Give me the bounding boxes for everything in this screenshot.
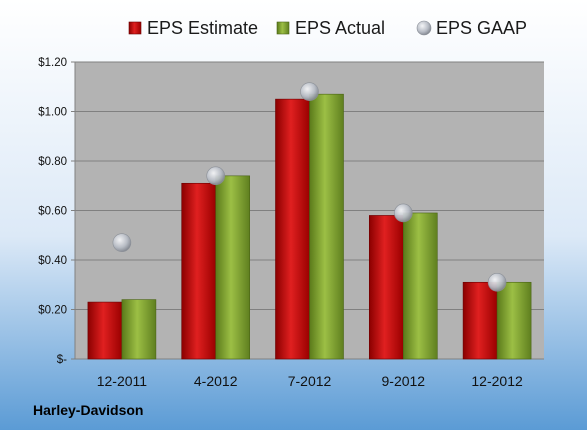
- eps-estimate-bar: [181, 182, 216, 360]
- eps-gaap-point: [112, 233, 132, 252]
- x-tick-label: 4-2012: [194, 373, 238, 389]
- x-tick-label: 7-2012: [288, 373, 332, 389]
- eps-gaap-point: [206, 166, 225, 186]
- eps-gaap-point: [393, 203, 413, 223]
- eps-estimate-bar: [368, 215, 404, 360]
- eps-gaap-point: [300, 82, 319, 101]
- eps-actual-bar: [309, 93, 344, 360]
- y-tick-label: $0.20: [38, 305, 67, 317]
- y-tick-label: $1.00: [38, 107, 67, 119]
- y-tick-label: $0.60: [38, 206, 67, 218]
- eps-gaap-point: [487, 272, 507, 292]
- y-tick-label: $1.20: [38, 57, 67, 69]
- legend-eps-actual-label: EPS Actual: [295, 18, 385, 38]
- eps-estimate-bar: [87, 301, 123, 360]
- eps-actual-bar: [121, 299, 157, 360]
- x-tick-label: 12-2012: [471, 373, 523, 389]
- y-tick-label: $0.40: [38, 255, 67, 267]
- company-name: Harley-Davidson: [33, 402, 144, 418]
- eps-actual-bar: [496, 281, 532, 360]
- legend-eps-actual-swatch: [276, 21, 290, 35]
- legend-eps-estimate-swatch: [128, 21, 142, 35]
- x-tick-label: 12-2011: [97, 373, 148, 389]
- y-tick-label: $-: [57, 354, 67, 366]
- eps-actual-bar: [215, 175, 250, 360]
- x-tick-label: 9-2012: [382, 373, 426, 389]
- eps-estimate-bar: [275, 98, 310, 360]
- legend-eps-estimate-label: EPS Estimate: [147, 18, 258, 38]
- legend-eps-gaap-label: EPS GAAP: [436, 18, 527, 38]
- eps-actual-bar: [402, 212, 438, 360]
- eps-estimate-bar: [462, 281, 498, 360]
- legend-eps-gaap-swatch: [416, 20, 432, 36]
- y-tick-label: $0.80: [38, 156, 67, 168]
